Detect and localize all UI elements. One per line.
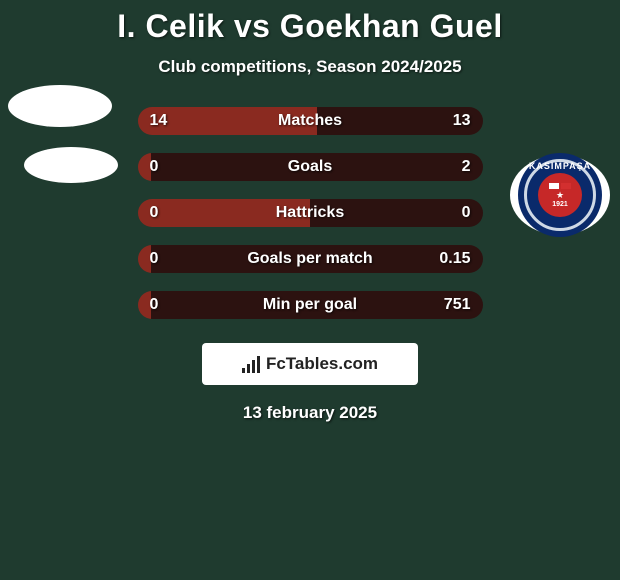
stat-left-value: 14 xyxy=(138,112,198,130)
subtitle: Club competitions, Season 2024/2025 xyxy=(0,57,620,77)
player-left-avatar-placeholder xyxy=(8,85,112,127)
watermark-text: FcTables.com xyxy=(266,354,378,374)
content: KASIMPAŞA ★ 1921 14 Matches xyxy=(0,107,620,423)
page-title: I. Celik vs Goekhan Guel xyxy=(0,0,620,45)
stat-right-value: 2 xyxy=(423,158,483,176)
bars-icon xyxy=(242,355,260,373)
badge-top-text: KASIMPAŞA xyxy=(518,161,602,171)
stat-row: 0 Goals per match 0.15 xyxy=(138,245,483,273)
stats-rows: 14 Matches 13 0 Goals 2 0 Hattrick xyxy=(138,107,483,319)
stat-right-value: 13 xyxy=(423,112,483,130)
stat-right-value: 751 xyxy=(423,296,483,314)
stat-left-value: 0 xyxy=(138,204,198,222)
watermark: FcTables.com xyxy=(202,343,418,385)
stat-label: Matches xyxy=(198,112,423,130)
player-right-club-badge: KASIMPAŞA ★ 1921 xyxy=(510,155,610,235)
stat-left-value: 0 xyxy=(138,158,198,176)
stat-right-value: 0 xyxy=(423,204,483,222)
player-left-club-placeholder xyxy=(24,147,118,183)
stat-label: Hattricks xyxy=(198,204,423,222)
stat-label: Goals xyxy=(198,158,423,176)
kasimpasa-badge: KASIMPAŞA ★ 1921 xyxy=(518,153,602,237)
stat-label: Min per goal xyxy=(198,296,423,314)
stat-row: 14 Matches 13 xyxy=(138,107,483,135)
stat-label: Goals per match xyxy=(198,250,423,268)
stat-row: 0 Min per goal 751 xyxy=(138,291,483,319)
stat-right-value: 0.15 xyxy=(423,250,483,268)
date-text: 13 february 2025 xyxy=(0,403,620,423)
stat-row: 0 Goals 2 xyxy=(138,153,483,181)
stat-left-value: 0 xyxy=(138,296,198,314)
comparison-card: I. Celik vs Goekhan Guel Club competitio… xyxy=(0,0,620,580)
stat-left-value: 0 xyxy=(138,250,198,268)
stat-row: 0 Hattricks 0 xyxy=(138,199,483,227)
